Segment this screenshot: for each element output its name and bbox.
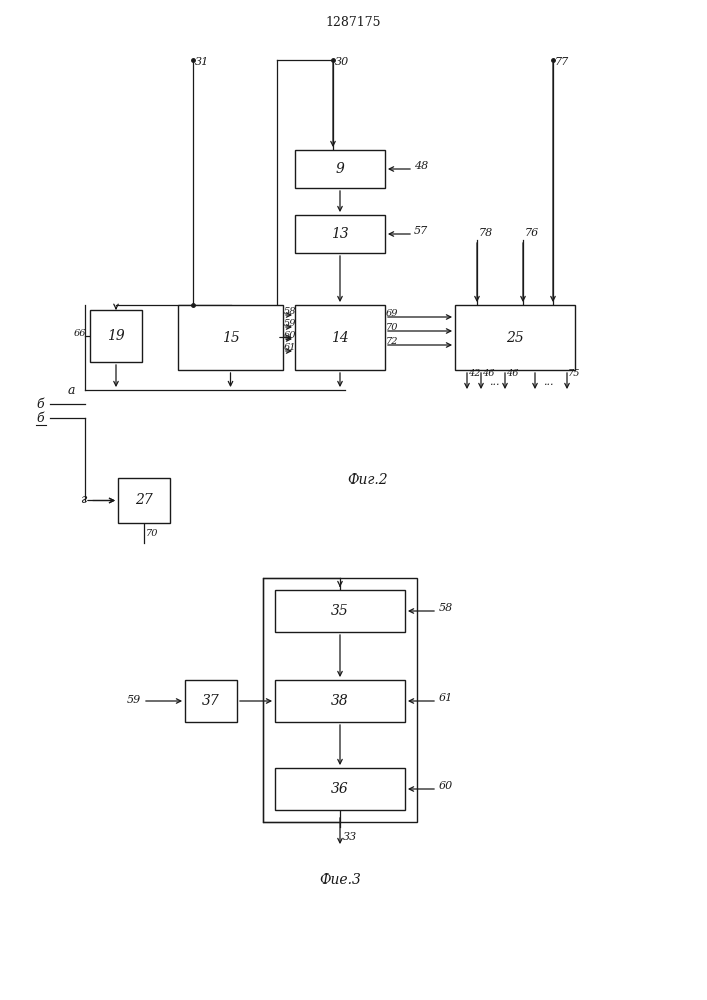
Text: 75: 75 [568,368,580,377]
Text: 70: 70 [386,324,399,332]
Bar [263,578,417,822]
Text: 25: 25 [506,330,524,344]
Bar [275,768,405,810]
Text: Фиг.2: Фиг.2 [348,473,388,487]
Text: 1287175: 1287175 [325,16,381,29]
Text: 35: 35 [331,604,349,618]
Bar [295,305,385,370]
Text: ...: ... [543,377,554,387]
Text: 46: 46 [482,368,494,377]
Text: 57: 57 [414,226,428,236]
Text: а: а [68,383,76,396]
Text: 19: 19 [107,329,125,343]
Text: 58: 58 [439,603,453,613]
Bar [295,215,385,253]
Text: 31: 31 [195,57,209,67]
Bar [118,478,170,523]
Text: 48: 48 [414,161,428,171]
Text: 76: 76 [525,228,539,238]
Bar [295,150,385,188]
Text: 69: 69 [386,310,399,318]
Text: 60: 60 [284,332,296,340]
Text: 38: 38 [331,694,349,708]
Text: 59: 59 [284,320,296,328]
Text: 61: 61 [284,344,296,353]
Bar [275,590,405,632]
Text: Фие.3: Фие.3 [319,873,361,887]
Text: 14: 14 [331,330,349,344]
Text: 66: 66 [74,328,86,338]
Bar [275,680,405,722]
Text: 37: 37 [202,694,220,708]
Text: б: б [36,412,44,426]
Text: 77: 77 [555,57,569,67]
Text: 42: 42 [468,368,481,377]
Text: 15: 15 [221,330,240,344]
Text: г: г [80,493,86,506]
Text: 13: 13 [331,227,349,241]
Text: 58: 58 [284,308,296,316]
Text: ...: ... [489,377,500,387]
Text: 78: 78 [479,228,493,238]
Text: 33: 33 [343,832,357,842]
Text: 60: 60 [439,781,453,791]
Text: 36: 36 [331,782,349,796]
Text: б: б [36,397,44,410]
Bar [455,305,575,370]
Bar [90,310,142,362]
Bar [185,680,237,722]
Text: 27: 27 [135,493,153,508]
Text: 70: 70 [146,528,158,538]
Text: 59: 59 [127,695,141,705]
Bar [178,305,283,370]
Text: 9: 9 [336,162,344,176]
Text: 30: 30 [335,57,349,67]
Text: 72: 72 [386,338,399,347]
Text: 46: 46 [506,368,518,377]
Text: 61: 61 [439,693,453,703]
